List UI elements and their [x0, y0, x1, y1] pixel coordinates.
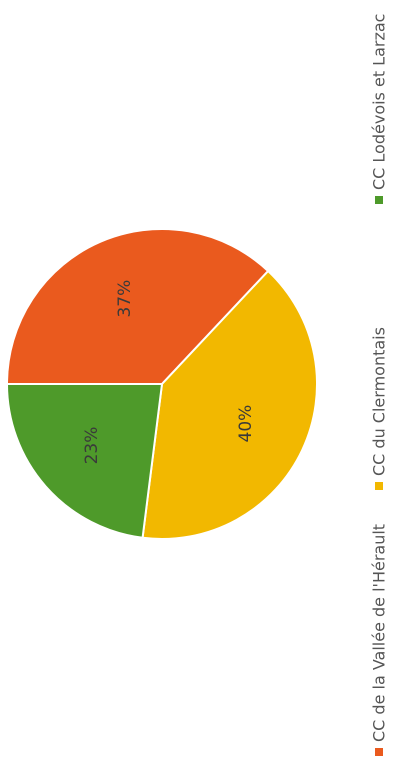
slice-labels: 37% 40% 23%: [82, 280, 256, 465]
slice-percent-label: 23%: [82, 427, 102, 465]
legend-label: CC du Clermontais: [370, 327, 389, 476]
legend: CC de la Vallée de l'Hérault CC du Clermo…: [370, 14, 389, 756]
slice-percent-label: 37%: [115, 280, 135, 318]
pie-slice-1: [5, 228, 270, 385]
legend-swatch: [375, 748, 383, 756]
pie-slice-2: [141, 269, 318, 540]
legend-swatch: [375, 196, 383, 204]
legend-label: CC Lodévois et Larzac: [370, 14, 389, 190]
pie-slices: [5, 228, 318, 540]
slice-percent-label: 40%: [236, 405, 256, 443]
legend-label: CC de la Vallée de l'Hérault: [370, 524, 389, 742]
pie-slice-3: [5, 383, 164, 539]
legend-swatch: [375, 482, 383, 490]
